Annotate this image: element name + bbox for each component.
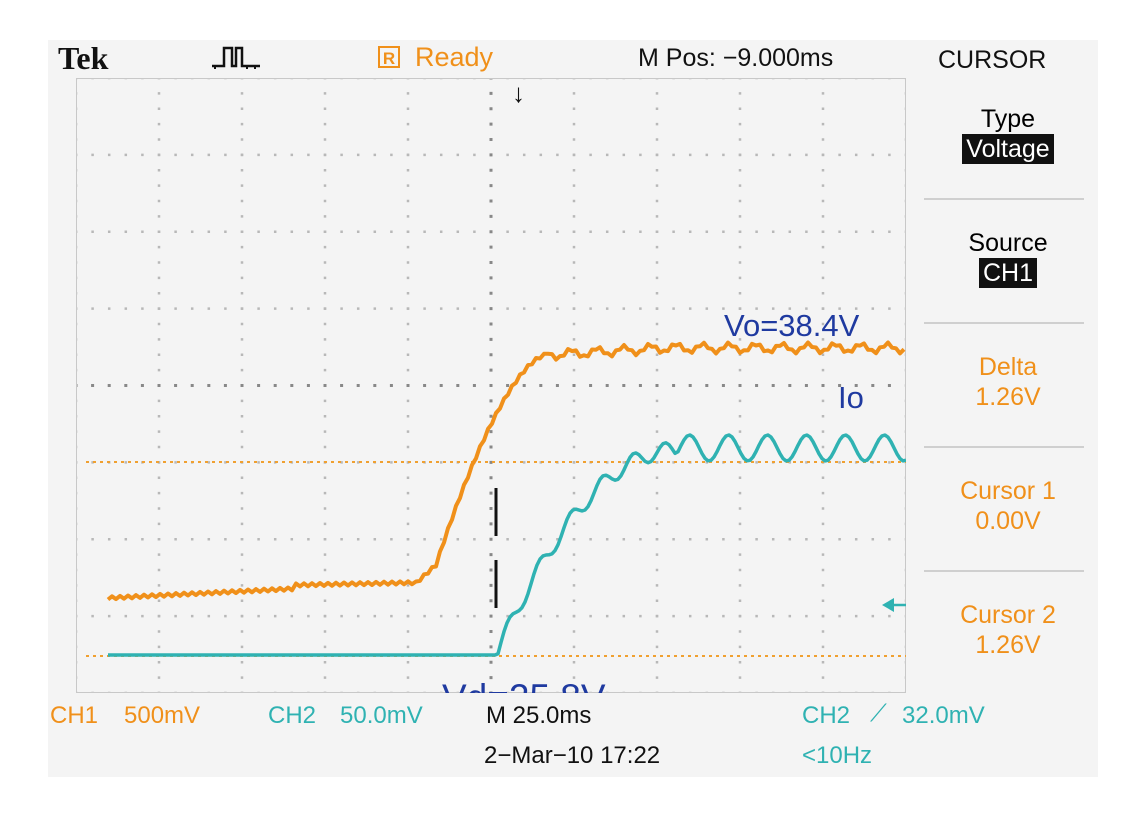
menu-title: CURSOR <box>938 46 1047 74</box>
trigger-source: CH2 <box>802 702 851 729</box>
timebase: M 25.0ms <box>486 702 592 729</box>
trigger-level: 32.0mV <box>902 702 985 729</box>
cursor2-readout: Cursor 2 1.26V <box>918 600 1098 660</box>
cursor2-label: Cursor 2 <box>960 601 1056 629</box>
cursor1-label: Cursor 1 <box>960 477 1056 505</box>
ch2-label: CH2 <box>268 702 317 729</box>
cursor2-value: 1.26V <box>975 631 1041 659</box>
source-value: CH1 <box>978 258 1037 288</box>
cursor1-readout: Cursor 1 0.00V <box>918 476 1098 536</box>
delta-readout: Delta 1.26V <box>918 352 1098 412</box>
type-label: Type <box>980 105 1036 133</box>
acquisition-status: Ready <box>415 42 494 72</box>
menu-divider <box>924 570 1084 572</box>
menu-divider <box>924 322 1084 324</box>
delta-label: Delta <box>978 353 1038 381</box>
io-label: Io <box>838 380 864 415</box>
ch1-scale: 500mV <box>124 702 201 729</box>
ch2-waveform <box>108 433 907 657</box>
brand-logo: Tek <box>58 40 109 76</box>
trigger-slope-icon: ⟋ <box>870 700 887 727</box>
vd-label: Vd=25.8V <box>442 677 606 693</box>
ch1-waveform <box>106 340 906 602</box>
type-menu-button[interactable]: Type Voltage <box>918 104 1098 164</box>
oscilloscope-screen: Tek R Ready ↓ M Pos: −9.000ms CURSOR Vo=… <box>48 40 1098 777</box>
trigger-frequency: <10Hz <box>802 742 873 769</box>
source-menu-button[interactable]: Source CH1 <box>918 228 1098 288</box>
trigger-position-icon: ↓ <box>512 78 525 108</box>
graticule-grid <box>74 76 908 695</box>
ch2-scale: 50.0mV <box>340 702 423 729</box>
waveform-graticule: Vo=38.4V Io Vd=25.8V 2 <box>50 76 908 718</box>
menu-divider <box>924 446 1084 448</box>
date-time: 2−Mar−10 17:22 <box>484 742 661 769</box>
status-run-icon: R <box>378 46 400 68</box>
delta-value: 1.26V <box>975 383 1041 411</box>
source-label: Source <box>968 229 1048 257</box>
acquisition-pulse-icon <box>210 42 270 72</box>
cursor1-value: 0.00V <box>975 507 1041 535</box>
horizontal-position: M Pos: −9.000ms <box>638 44 834 72</box>
ch1-ground-arrow-icon <box>882 598 894 612</box>
vo-label: Vo=38.4V <box>724 308 860 343</box>
ch1-label: CH1 <box>50 702 99 729</box>
type-value: Voltage <box>962 134 1054 164</box>
cursor-side-menu: Type Voltage Source CH1 Delta 1.26V Curs… <box>906 78 1098 693</box>
menu-divider <box>924 198 1084 200</box>
